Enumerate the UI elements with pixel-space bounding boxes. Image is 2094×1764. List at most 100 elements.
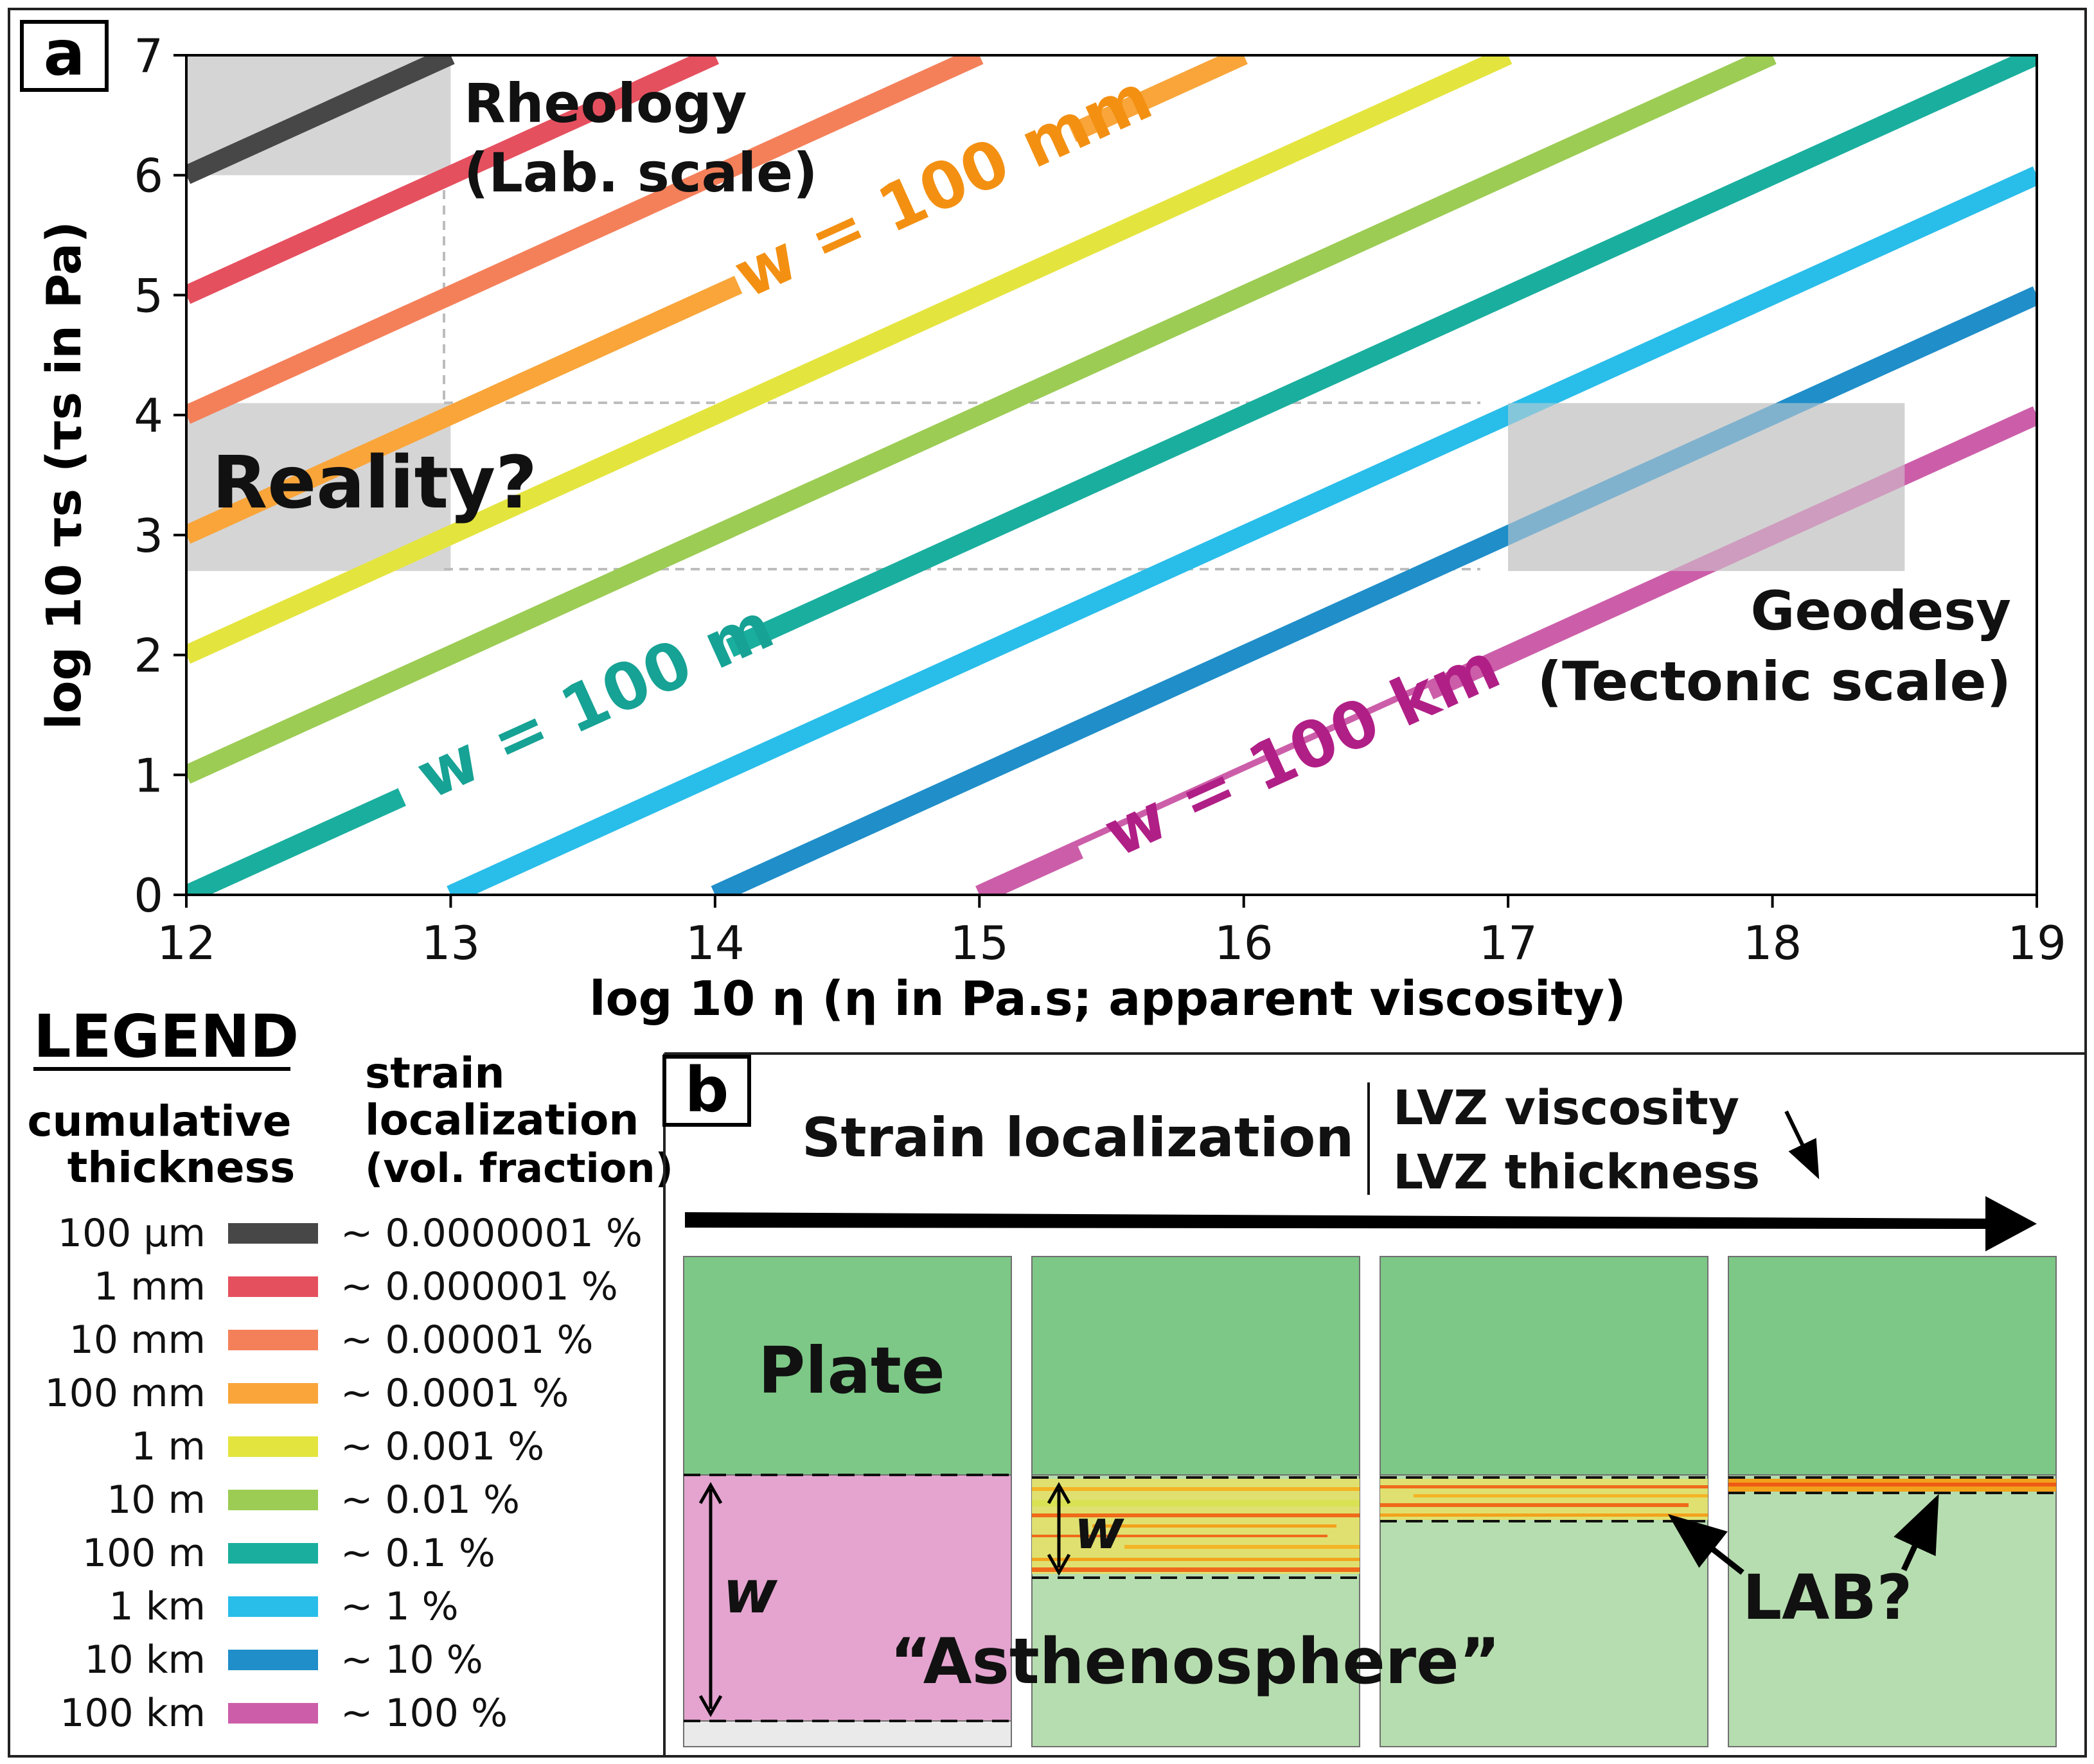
geodesy-label: Geodesy (Tectonic scale)	[1538, 579, 2011, 713]
legend-col2-header-line2: localization	[365, 1095, 639, 1145]
legend-item: 1 m ~ 0.001 %	[131, 1424, 544, 1469]
column-4	[1728, 1256, 2057, 1747]
col1-below	[683, 1720, 1012, 1747]
geodesy-overlay-rect	[1508, 403, 1905, 571]
lab-arrow-2	[1894, 1494, 1939, 1571]
legend-swatch	[228, 1436, 318, 1457]
arrow-shaft	[685, 1212, 1998, 1229]
col2-w-label: w	[1074, 1498, 1124, 1561]
x-tick-label-14: 14	[686, 916, 745, 970]
panel-b-label: b	[685, 1054, 729, 1126]
series-line-10-km	[711, 286, 2037, 895]
annotation-w-100m: w = 100 m	[406, 588, 785, 814]
column-3	[1380, 1256, 1708, 1747]
legend-fraction: ~ 0.001 %	[341, 1424, 544, 1469]
legend-thickness: 100 mm	[45, 1371, 206, 1416]
col1-w-label: w	[723, 1558, 778, 1627]
series-line-1-km	[447, 166, 2037, 895]
geodesy-overlay	[1508, 403, 1905, 571]
legend-fraction: ~ 0.0000001 %	[341, 1211, 643, 1256]
label-gap-1	[396, 636, 741, 821]
legend-item: 100 mm ~ 0.0001 %	[45, 1371, 569, 1416]
legend-swatch	[228, 1330, 318, 1350]
legend-fraction: ~ 0.00001 %	[341, 1318, 594, 1363]
lvz-thickness-label: LVZ thickness	[1393, 1145, 1760, 1200]
legend-thickness: 1 mm	[94, 1264, 206, 1309]
legend-item: 100 km ~ 100 %	[60, 1691, 508, 1736]
geodesy-title: Geodesy	[1751, 579, 2011, 642]
y-tick-label-7: 7	[134, 29, 163, 83]
legend-swatch	[228, 1650, 318, 1670]
column-2: w	[1031, 1256, 1360, 1747]
col2-w-arrow-bottom	[1047, 1553, 1071, 1576]
legend-fraction: ~ 0.000001 %	[341, 1264, 618, 1309]
legend-col2-header-line1: strain	[365, 1048, 505, 1098]
decrease-arrow	[1784, 1110, 1820, 1179]
lab-label: LAB?	[1743, 1562, 1912, 1634]
col4-asthenosphere	[1728, 1474, 2057, 1747]
annotation-w-100km: w = 100 km	[1094, 628, 1511, 872]
geodesy-subtitle: (Tectonic scale)	[1538, 650, 2011, 713]
x-tick-label-19: 19	[2007, 916, 2066, 970]
col4-plate	[1728, 1256, 2057, 1476]
x-axis-title: log 10 η (η in Pa.s; apparent viscosity)	[589, 971, 1626, 1027]
legend-fraction: ~ 0.1 %	[341, 1531, 495, 1576]
legend: LEGEND cumulative thickness strain local…	[28, 1002, 673, 1736]
y-tick-label-2: 2	[134, 629, 163, 683]
col2-w-arrow-top	[1047, 1481, 1071, 1504]
x-tick-label-18: 18	[1743, 916, 1802, 970]
legend-fraction: ~ 10 %	[341, 1637, 483, 1682]
legend-swatch	[228, 1276, 318, 1297]
y-tick-label-5: 5	[134, 269, 163, 322]
column-1: w Plate	[683, 1256, 1012, 1747]
y-tick-label-0: 0	[134, 869, 163, 922]
label-gap-0	[731, 117, 1081, 304]
legend-items: 100 µm ~ 0.0000001 % 1 mm ~ 0.000001 % 10 mm…	[45, 1211, 643, 1736]
col1-w-arrow-bottom	[698, 1695, 723, 1718]
series-line-1-mm	[186, 55, 720, 304]
arrow-head	[1985, 1196, 2037, 1251]
legend-thickness: 100 m	[82, 1531, 206, 1576]
legend-swatch	[228, 1703, 318, 1724]
legend-col1-header-line1: cumulative	[28, 1097, 292, 1146]
plot-frame	[185, 54, 2038, 896]
legend-thickness: 1 m	[131, 1424, 206, 1469]
panel-b-label-box	[662, 1055, 751, 1127]
legend-swatch	[228, 1223, 318, 1244]
legend-item: 1 mm ~ 0.000001 %	[94, 1264, 618, 1309]
legend-thickness: 10 mm	[69, 1318, 206, 1363]
strain-localization-title: Strain localization	[802, 1106, 1354, 1169]
legend-swatch	[228, 1490, 318, 1510]
legend-thickness: 10 km	[84, 1637, 206, 1682]
series-line-1-m	[186, 55, 1513, 664]
x-tick-label-15: 15	[950, 916, 1009, 970]
x-tick-label-16: 16	[1214, 916, 1273, 970]
rheology-title: Rheology	[464, 72, 747, 135]
legend-item: 10 km ~ 10 %	[84, 1637, 483, 1682]
legend-item: 1 km ~ 1 %	[109, 1584, 459, 1629]
legend-thickness: 100 µm	[58, 1211, 206, 1256]
y-tick-label-1: 1	[134, 748, 163, 802]
legend-fraction: ~ 1 %	[341, 1584, 459, 1629]
col3-plate	[1380, 1256, 1708, 1476]
panel-a-label-box	[20, 20, 109, 92]
legend-swatch	[228, 1543, 318, 1564]
col2-shear-band	[1032, 1479, 1360, 1574]
series-line-10-m	[186, 55, 1777, 784]
legend-fraction: ~ 100 %	[341, 1691, 508, 1736]
x-tick-label-17: 17	[1478, 916, 1538, 970]
series-lines	[186, 55, 2037, 895]
legend-col1-header-line2: thickness	[67, 1143, 296, 1192]
plate-label: Plate	[758, 1333, 945, 1408]
legend-item: 100 µm ~ 0.0000001 %	[58, 1211, 643, 1256]
col4-shear-core	[1728, 1483, 2056, 1486]
series-line-10-mm	[186, 55, 984, 424]
col1-plate	[683, 1256, 1012, 1476]
legend-swatch	[228, 1383, 318, 1404]
legend-swatch	[228, 1596, 318, 1617]
legend-col2-header-line3: (vol. fraction)	[365, 1145, 673, 1192]
y-tick-label-3: 3	[134, 509, 163, 563]
lab-arrow-1	[1667, 1513, 1744, 1575]
